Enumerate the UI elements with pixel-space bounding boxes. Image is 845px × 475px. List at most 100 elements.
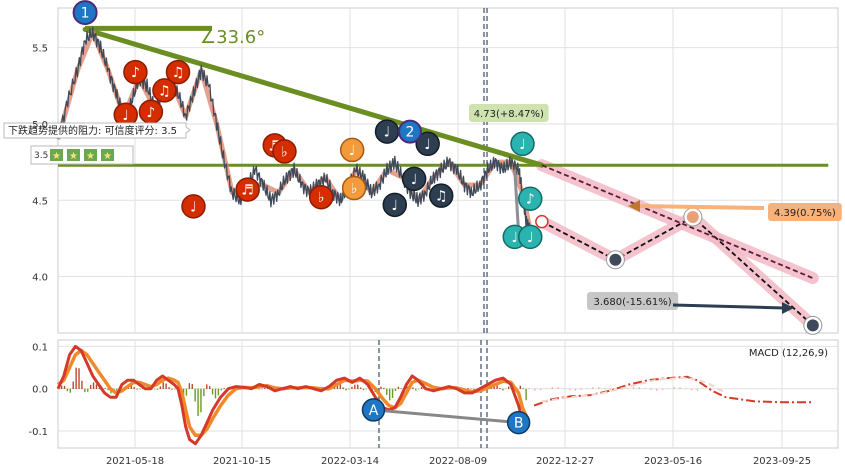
macd-histogram-future-bar [586, 388, 587, 389]
mid-label-arrow [636, 206, 764, 208]
macd-histogram-future-bar [627, 388, 628, 389]
macd-histogram-bar [392, 389, 393, 398]
music-note-icon: ♫ [172, 65, 185, 81]
macd-histogram-bar [340, 384, 341, 389]
macd-histogram-bar [174, 389, 175, 390]
macd-histogram-bar [136, 389, 137, 390]
music-note-icon: ♪ [146, 105, 155, 121]
number-marker-1-label: 1 [81, 6, 90, 22]
macd-histogram-bar [78, 368, 79, 389]
macd-histogram-bar [261, 389, 262, 390]
macd-histogram-bar [354, 385, 355, 389]
music-note-icon: ♭ [318, 190, 325, 206]
macd-histogram-bar [351, 387, 352, 389]
macd-histogram-bar [163, 382, 164, 389]
macd-histogram-bar [415, 389, 416, 391]
music-note-icon: ♩ [411, 172, 418, 188]
macd-histogram-bar [61, 385, 62, 389]
macd-histogram-bar [221, 389, 222, 391]
music-note-icon: ♬ [241, 183, 254, 199]
macd-histogram-bar [389, 389, 390, 401]
macd-histogram-future-bar [563, 388, 564, 389]
projection-high-label: 4.73(+8.47%) [474, 109, 544, 120]
macd-histogram-bar [508, 387, 509, 389]
music-note-icon: ♪ [131, 65, 140, 81]
macd-histogram-bar [523, 388, 524, 389]
projection-point [687, 211, 699, 223]
macd-histogram-bar [418, 389, 419, 390]
price-y-tick-label: 5.5 [32, 44, 48, 55]
macd-histogram-future-bar [644, 388, 645, 389]
macd-histogram-bar [264, 388, 265, 389]
x-tick-label: 2023-09-25 [753, 456, 811, 467]
projection-point [807, 319, 819, 331]
macd-histogram-bar [206, 384, 207, 389]
music-note-icon: ♩ [527, 230, 534, 246]
macd-histogram-future-bar [534, 389, 535, 391]
macd-histogram-bar [363, 389, 364, 390]
macd-histogram-bar [70, 389, 71, 393]
macd-histogram-bar [73, 382, 74, 389]
macd-y-tick-label: 0.1 [32, 342, 48, 353]
macd-histogram-future-bar [581, 389, 582, 390]
macd-histogram-future-bar [668, 388, 669, 389]
x-tick-label: 2021-05-18 [106, 456, 164, 467]
macd-histogram-bar [189, 383, 190, 389]
macd-histogram-bar [197, 389, 198, 416]
macd-histogram-future-bar [679, 387, 680, 389]
projection-low-label: 3.680(-15.61%) [594, 297, 672, 308]
macd-histogram-future-bar [540, 389, 541, 390]
music-note-icon: ♩ [511, 230, 518, 246]
macd-histogram-bar [154, 389, 155, 390]
macd-histogram-bar [357, 385, 358, 389]
macd-histogram-bar [499, 388, 500, 389]
trend-angle-label: ∠33.6° [200, 27, 265, 48]
macd-histogram-future-bar [557, 387, 558, 389]
macd-histogram-bar [139, 389, 140, 390]
macd-histogram-future-bar [592, 387, 593, 389]
macd-histogram-bar [75, 368, 76, 389]
macd-histogram-bar [467, 388, 468, 389]
macd-histogram-bar [133, 387, 134, 389]
macd-histogram-bar [194, 389, 195, 402]
x-tick-label: 2021-10-15 [213, 456, 271, 467]
macd-histogram-future-bar [697, 389, 698, 391]
macd-histogram-bar [96, 384, 97, 389]
star-icon: ★ [103, 151, 112, 162]
macd-histogram-future-bar [598, 387, 599, 389]
macd-histogram-future-bar [662, 389, 663, 390]
macd-y-tick-label: -0.1 [28, 427, 48, 438]
macd-histogram-bar [218, 389, 219, 396]
macd-histogram-bar [258, 389, 259, 390]
macd-histogram-bar [192, 384, 193, 389]
macd-histogram-bar [398, 387, 399, 389]
star-icon: ★ [69, 151, 78, 162]
music-note-icon: ♩ [190, 199, 197, 215]
macd-histogram-bar [186, 389, 187, 396]
macd-histogram-bar [525, 389, 526, 401]
macd-histogram-bar [502, 389, 503, 391]
macd-histogram-bar [386, 389, 387, 395]
star-icon: ★ [52, 151, 61, 162]
macd-divergence-marker-label: B [514, 416, 524, 432]
macd-histogram-bar [395, 389, 396, 391]
macd-histogram-bar [81, 381, 82, 389]
number-marker-2-label: 2 [406, 125, 415, 141]
macd-histogram-bar [165, 383, 166, 389]
macd-histogram-bar [157, 389, 158, 390]
price-y-tick-label: 4.5 [32, 196, 48, 207]
price-y-tick-label: 4.0 [32, 273, 48, 284]
macd-histogram-bar [223, 388, 224, 389]
macd-histogram-bar [366, 389, 367, 390]
macd-histogram-bar [171, 389, 172, 390]
macd-histogram-bar [67, 389, 68, 392]
macd-histogram-future-bar [604, 388, 605, 389]
macd-histogram-bar [215, 389, 216, 399]
macd-histogram-bar [520, 386, 521, 389]
macd-histogram-bar [168, 387, 169, 389]
macd-histogram-future-bar [552, 387, 553, 389]
macd-divergence-marker-label: A [369, 403, 379, 419]
macd-histogram-future-bar [569, 389, 570, 390]
macd-histogram-future-bar [610, 389, 611, 390]
